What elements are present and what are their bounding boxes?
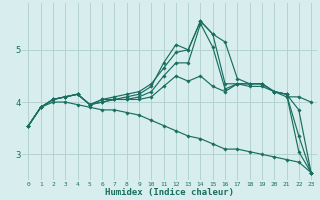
X-axis label: Humidex (Indice chaleur): Humidex (Indice chaleur) — [105, 188, 234, 197]
